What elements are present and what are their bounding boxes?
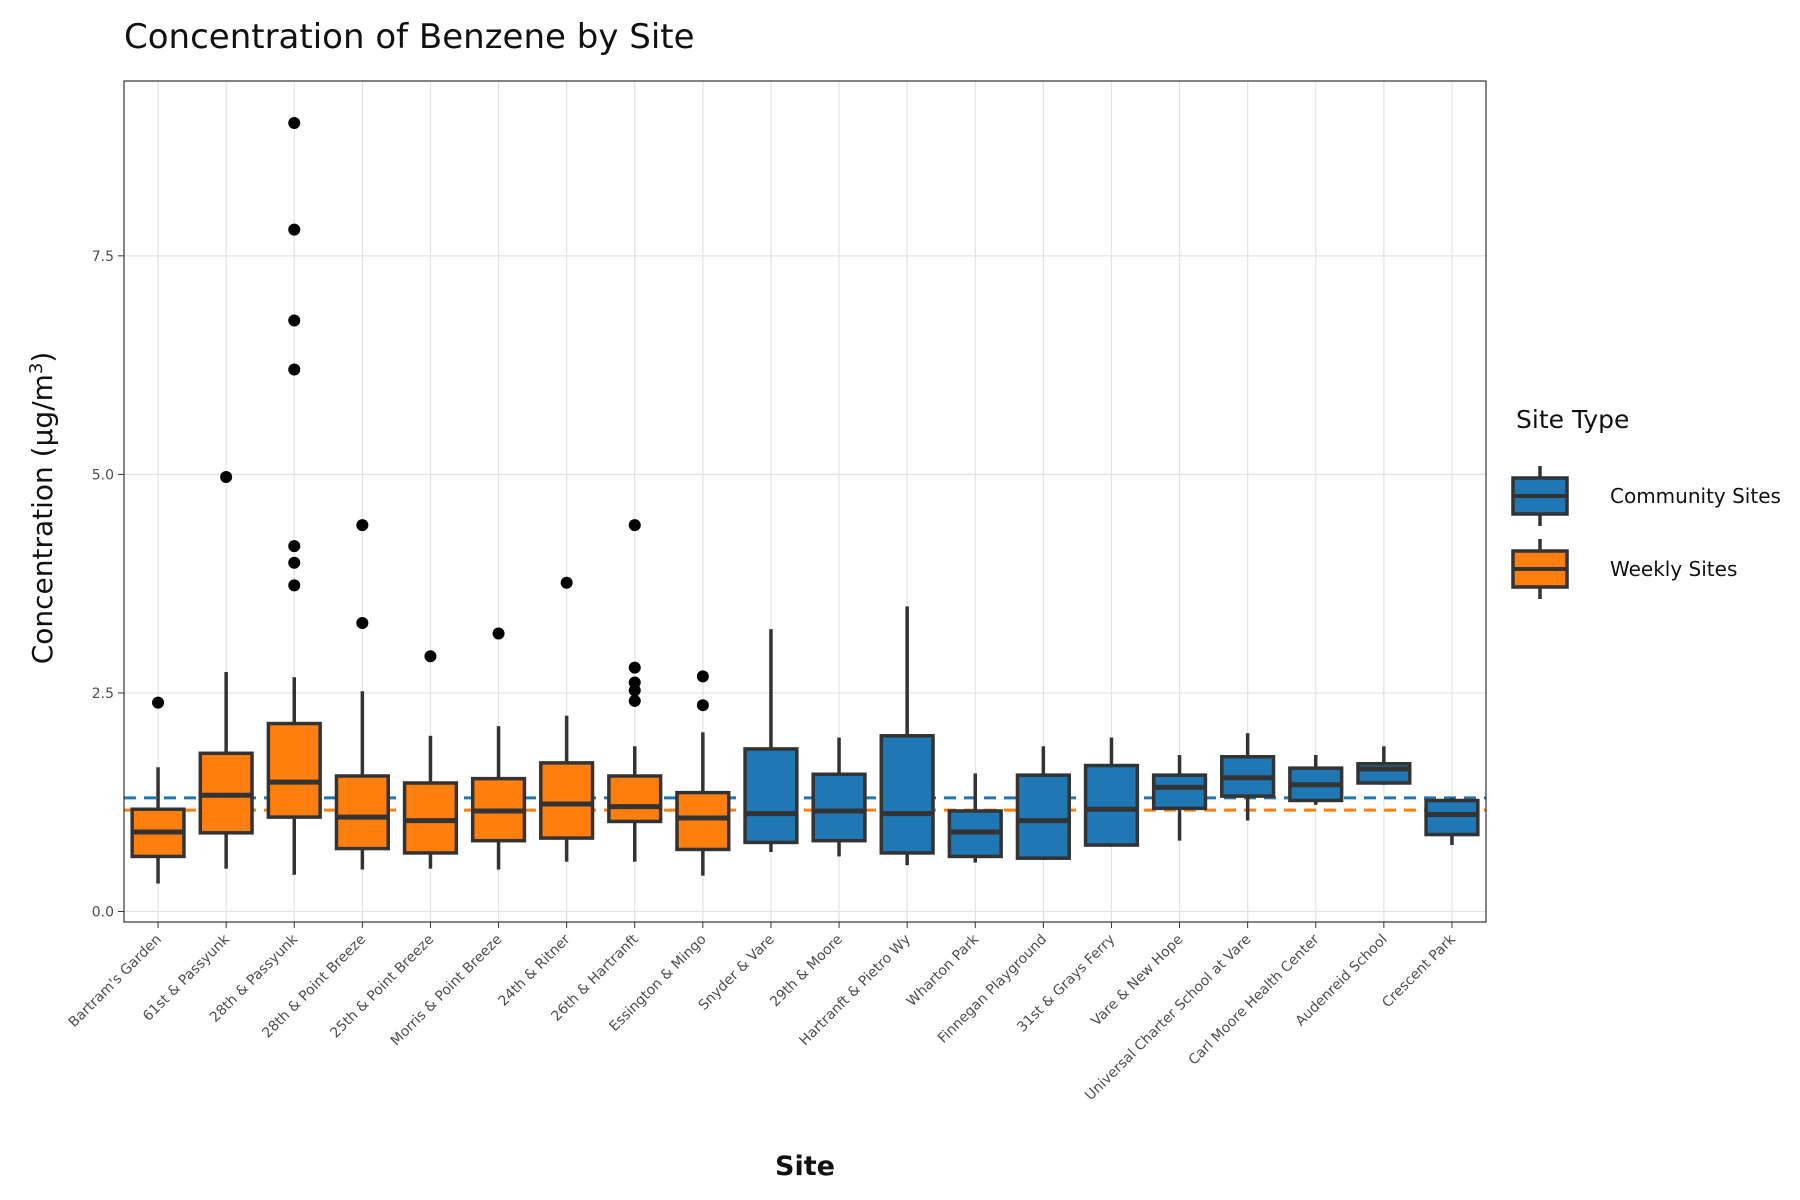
x-tick-label-29th-moore: 29th & Moore bbox=[767, 932, 846, 1011]
box-wharton-park bbox=[947, 773, 1003, 863]
outlier-point bbox=[560, 576, 573, 589]
plot-panel bbox=[123, 80, 1487, 923]
outlier-point bbox=[152, 696, 165, 709]
x-tick-label-crescent-park: Crescent Park bbox=[1379, 931, 1459, 1011]
outlier-point bbox=[288, 556, 301, 569]
iqr-box bbox=[402, 781, 459, 855]
x-tick-label-hartranft-pietro-wy: Hartranft & Pietro Wy bbox=[797, 932, 914, 1049]
y-tick-label: 2.5 bbox=[92, 686, 114, 702]
iqr-box bbox=[539, 761, 595, 840]
box-29th-moore bbox=[811, 737, 867, 857]
iqr-box bbox=[675, 790, 731, 852]
outlier-point bbox=[356, 519, 369, 532]
y-axis: 0.0 2.5 5.0 7.5 bbox=[92, 249, 124, 921]
box-carl-moore-health-center bbox=[1288, 755, 1344, 805]
outlier-point bbox=[288, 223, 301, 236]
x-tick-label-morris-point-breeze: Morris & Point Breeze bbox=[388, 932, 506, 1050]
box-layer bbox=[130, 116, 1480, 884]
outlier-point bbox=[424, 650, 437, 663]
y-axis-title: Concentration (μg/m3) bbox=[26, 352, 59, 665]
chart-title: Concentration of Benzene by Site bbox=[124, 17, 695, 57]
legend-title: Site Type bbox=[1516, 405, 1629, 434]
iqr-box bbox=[1151, 773, 1208, 811]
grid-layer bbox=[124, 81, 1486, 922]
box-universal-charter-school-at-vare bbox=[1220, 733, 1276, 821]
iqr-box bbox=[607, 774, 663, 824]
y-tick-label: 7.5 bbox=[92, 249, 114, 265]
box-bartram-s-garden bbox=[130, 696, 186, 884]
legend-item-community-sites: Community Sites bbox=[1511, 466, 1781, 526]
iqr-box bbox=[879, 734, 935, 855]
iqr-box bbox=[334, 774, 390, 851]
outlier-point bbox=[288, 116, 301, 129]
x-axis-title: Site bbox=[775, 1151, 835, 1182]
box-finnegan-playground bbox=[1015, 746, 1071, 860]
box-24th-ritner bbox=[539, 576, 595, 862]
box-hartranft-pietro-wy bbox=[879, 606, 935, 866]
reference-lines bbox=[124, 796, 1486, 812]
iqr-box bbox=[1015, 773, 1071, 860]
y-axis-title-superscript: 3 bbox=[26, 363, 47, 374]
x-tick-label-24th-ritner: 24th & Ritner bbox=[495, 931, 573, 1009]
outlier-point bbox=[288, 363, 301, 376]
legend-item-weekly-sites: Weekly Sites bbox=[1511, 539, 1737, 599]
box-61st-passyunk bbox=[198, 471, 254, 869]
outlier-point bbox=[628, 676, 641, 689]
outlier-point bbox=[492, 627, 505, 640]
iqr-box bbox=[266, 721, 322, 819]
outlier-point bbox=[696, 699, 709, 712]
legend-label: Community Sites bbox=[1610, 484, 1781, 508]
box-crescent-park bbox=[1424, 797, 1480, 846]
box-snyder-vare bbox=[743, 629, 799, 853]
iqr-box bbox=[743, 747, 799, 845]
box-vare-new-hope bbox=[1151, 755, 1208, 841]
box-audenreid-school bbox=[1356, 746, 1412, 785]
outlier-point bbox=[628, 519, 641, 532]
y-tick-label: 5.0 bbox=[92, 467, 114, 483]
outlier-point bbox=[288, 579, 301, 592]
iqr-box bbox=[811, 772, 867, 843]
outlier-point bbox=[628, 694, 641, 707]
outlier-point bbox=[288, 314, 301, 327]
outlier-point bbox=[356, 617, 369, 630]
box-morris-point-breeze bbox=[470, 627, 527, 870]
y-tick-label: 0.0 bbox=[92, 905, 114, 921]
box-28th-passyunk bbox=[266, 116, 322, 875]
outlier-point bbox=[220, 471, 233, 484]
outlier-point bbox=[696, 670, 709, 683]
legend-label: Weekly Sites bbox=[1610, 557, 1737, 581]
y-axis-title-close: ) bbox=[26, 352, 59, 363]
y-axis-title-text: Concentration (μg/m bbox=[26, 374, 59, 664]
outlier-point bbox=[628, 661, 641, 674]
iqr-box bbox=[1424, 798, 1480, 837]
box-28th-point-breeze bbox=[334, 519, 390, 870]
box-31st-grays-ferry bbox=[1083, 737, 1140, 847]
box-26th-hartranft bbox=[607, 519, 663, 862]
iqr-box bbox=[1083, 763, 1140, 847]
outlier-point bbox=[288, 540, 301, 553]
box-25th-point-breeze bbox=[402, 650, 459, 869]
x-tick-label-carl-moore-health-center: Carl Moore Health Center bbox=[1186, 931, 1323, 1068]
legend-items: Community Sites Weekly Sites bbox=[1511, 466, 1781, 599]
legend: Site Type Community Sites Weekly Sites bbox=[1511, 405, 1781, 599]
x-tick-label-wharton-park: Wharton Park bbox=[904, 931, 983, 1010]
box-essington-mingo bbox=[675, 670, 731, 876]
